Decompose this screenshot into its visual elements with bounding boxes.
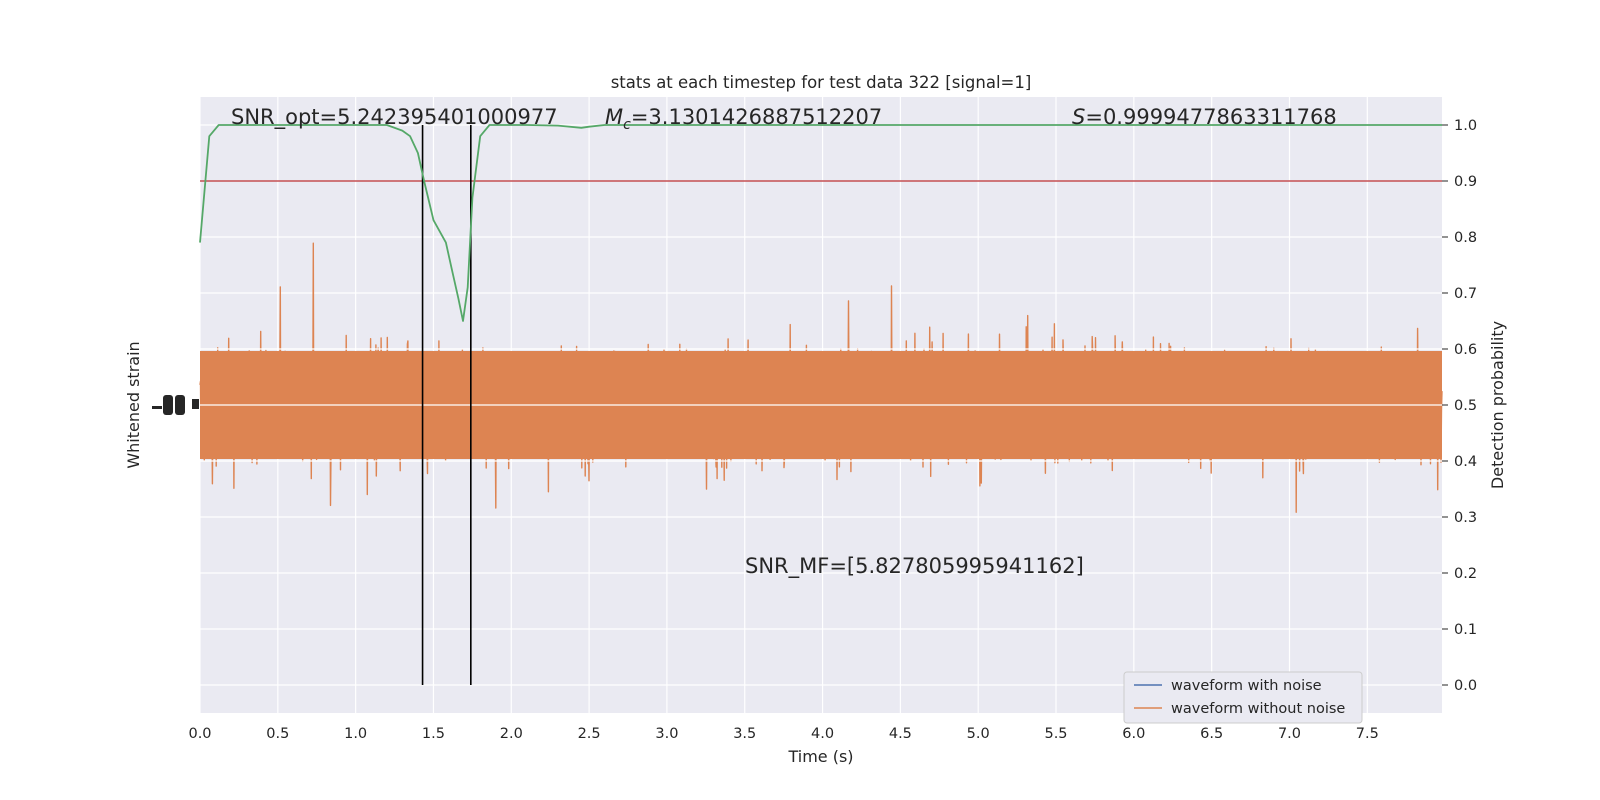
- snr-mf-annotation: SNR_MF=[5.827805995941162]: [745, 554, 1084, 579]
- spin-annotation: S=0.9999477863311768: [1072, 105, 1337, 129]
- x-ticks: 0.0 0.5 1.0 1.5 2.0 2.5 3.0 3.5 4.0 4.5 5.0 5.5 6.0 6…: [188, 726, 1378, 742]
- y-tick-label: 0.5: [1454, 398, 1477, 414]
- legend-label-with-noise: waveform with noise: [1171, 678, 1322, 694]
- y-ticks-right: 0.0 0.1 0.2 0.3 0.4 0.5 0.6 0.7 0.8 0.9 1.0: [1442, 118, 1477, 694]
- y-tick-label: 0.1: [1454, 622, 1477, 638]
- x-tick-label: 0.0: [188, 726, 211, 742]
- x-tick-label: 2.5: [578, 726, 601, 742]
- chirp-mass-symbol: M: [605, 105, 623, 129]
- chart-title: stats at each timestep for test data 322…: [611, 73, 1032, 92]
- y-tick-label: 0.8: [1454, 230, 1477, 246]
- chirp-mass-annotation: Mc=3.1301426887512207: [605, 105, 882, 133]
- x-tick-label: 5.0: [967, 726, 990, 742]
- x-tick-label: 3.5: [733, 726, 756, 742]
- y-tick-label: 0.4: [1454, 454, 1477, 470]
- y-axis-label-right: Detection probability: [1488, 321, 1507, 489]
- x-tick-label: 6.5: [1200, 726, 1223, 742]
- x-tick-label: 7.0: [1278, 726, 1301, 742]
- detection-probability-line: [199, 124, 1442, 322]
- legend-box: [1123, 671, 1363, 724]
- x-tick-label: 4.5: [889, 726, 912, 742]
- x-tick-label: 5.5: [1044, 726, 1067, 742]
- x-axis-label: Time (s): [787, 747, 853, 766]
- y-tick-label: 0.3: [1454, 510, 1477, 526]
- x-tick-label: 2.0: [500, 726, 523, 742]
- spin-symbol: S: [1072, 105, 1085, 129]
- y-axis-label-left: Whitened strain: [124, 341, 143, 468]
- y-tick-label: 0.9: [1454, 174, 1477, 190]
- y-tick-label: 1.0: [1454, 118, 1477, 134]
- legend-label-without-noise: waveform without noise: [1171, 701, 1345, 717]
- x-tick-label: 6.0: [1122, 726, 1145, 742]
- chirp-mass-value: =3.1301426887512207: [631, 105, 882, 129]
- x-tick-label: 3.0: [655, 726, 678, 742]
- x-tick-label: 0.5: [266, 726, 289, 742]
- y-tick-label: 0.6: [1454, 342, 1477, 358]
- x-tick-label: 7.5: [1356, 726, 1379, 742]
- chirp-mass-subscript: c: [623, 117, 631, 133]
- legend: waveform with noise waveform without noi…: [1123, 671, 1363, 724]
- y-tick-label: 0.7: [1454, 286, 1477, 302]
- spin-value: =0.9999477863311768: [1085, 105, 1336, 129]
- y-tick-label: 0.0: [1454, 678, 1477, 694]
- overlay: [199, 124, 1442, 685]
- x-tick-label: 1.0: [344, 726, 367, 742]
- y-tick-label: 0.2: [1454, 566, 1477, 582]
- snr-opt-annotation: SNR_opt=5.242395401000977: [231, 105, 558, 130]
- x-tick-label: 1.5: [422, 726, 445, 742]
- left-tick-cluster: [152, 395, 199, 415]
- x-tick-label: 4.0: [811, 726, 834, 742]
